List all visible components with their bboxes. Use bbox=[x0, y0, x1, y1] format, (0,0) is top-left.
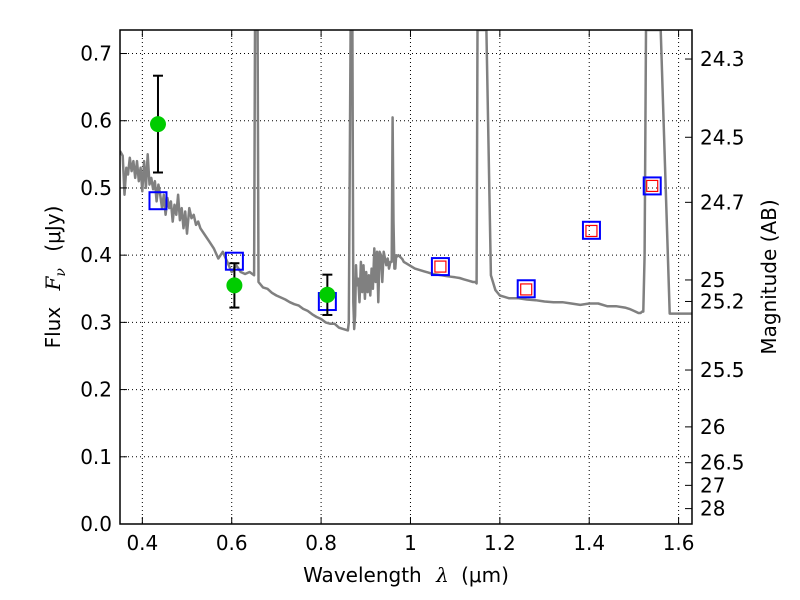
y2-tick-label: 24.5 bbox=[700, 125, 745, 149]
y2-axis-label: Magnitude (AB) bbox=[757, 199, 781, 354]
x-axis-label: Wavelength λ (μm) bbox=[303, 563, 509, 587]
y-tick-label: 0.4 bbox=[80, 243, 112, 267]
x-tick-label: 1.4 bbox=[573, 531, 605, 555]
model-photometry-marker bbox=[148, 191, 168, 211]
x-tick-label: 0.6 bbox=[216, 531, 248, 555]
inner-marker bbox=[585, 224, 598, 238]
model-spectrum-line bbox=[120, 30, 692, 332]
plot-data bbox=[120, 30, 692, 332]
y2-tick-label: 26.5 bbox=[700, 451, 745, 475]
x-tick-label: 1.6 bbox=[663, 531, 695, 555]
y-axis-symbol: F bbox=[41, 275, 65, 291]
y2-tick-label: 27 bbox=[700, 473, 725, 497]
observed-flux-point bbox=[149, 116, 166, 133]
y-axis-label-text: Flux bbox=[41, 307, 65, 349]
ticks: 0.4 0.6 0.8 1 1.2 1.4 1.6 0.0 0.1 0.2 0.3 0.4 0.5 0.6… bbox=[80, 30, 745, 555]
x-axis-label-unit: (μm) bbox=[461, 563, 509, 587]
model-photometry-marker bbox=[430, 257, 450, 277]
y-tick-label: 0.1 bbox=[80, 445, 112, 469]
x-axis-label-text: Wavelength bbox=[303, 563, 422, 587]
y2-tick-label: 28 bbox=[700, 497, 725, 521]
inner-marker bbox=[434, 260, 447, 273]
plot-frame bbox=[119, 29, 693, 525]
y2-tick-label: 25.2 bbox=[700, 289, 745, 313]
y-tick-label: 0.0 bbox=[80, 512, 112, 536]
inner-marker bbox=[646, 179, 659, 193]
inner-marker bbox=[520, 283, 533, 296]
observed-flux-point bbox=[319, 286, 336, 303]
observed-flux-point bbox=[226, 277, 243, 294]
x-tick-label: 0.4 bbox=[126, 531, 158, 555]
y-axis-label: Flux Fν (μJy) bbox=[41, 206, 70, 349]
model-photometry-marker bbox=[642, 176, 662, 196]
model-photometry-marker bbox=[516, 279, 536, 299]
y-tick-label: 0.6 bbox=[80, 109, 112, 133]
y-tick-label: 0.2 bbox=[80, 378, 112, 402]
y2-tick-label: 24.7 bbox=[700, 190, 745, 214]
model-photometry-marker bbox=[581, 220, 601, 240]
y-axis-symbol-sub: ν bbox=[53, 268, 69, 277]
y-axis-label-unit: (μJy) bbox=[41, 206, 65, 252]
x-tick-label: 0.8 bbox=[305, 531, 337, 555]
x-axis-symbol: λ bbox=[435, 563, 449, 587]
x-tick-label: 1.2 bbox=[484, 531, 516, 555]
y2-tick-label: 25.5 bbox=[700, 358, 745, 382]
y-tick-label: 0.3 bbox=[80, 310, 112, 334]
y2-tick-label: 25 bbox=[700, 268, 725, 292]
y-tick-label: 0.7 bbox=[80, 42, 112, 66]
y-tick-label: 0.5 bbox=[80, 176, 112, 200]
x-tick-label: 1 bbox=[404, 531, 417, 555]
y2-tick-label: 26 bbox=[700, 415, 725, 439]
y2-tick-label: 24.3 bbox=[700, 47, 745, 71]
